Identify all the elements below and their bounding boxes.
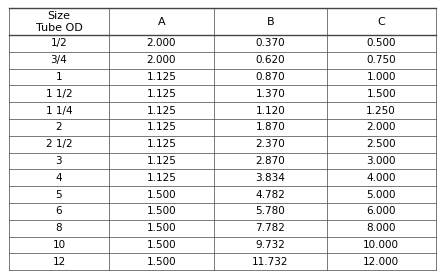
Text: 2.000: 2.000 — [147, 55, 176, 65]
Text: 1.125: 1.125 — [147, 139, 176, 149]
Text: 1.500: 1.500 — [147, 206, 176, 216]
Text: 4.782: 4.782 — [255, 190, 285, 200]
Text: 2.500: 2.500 — [367, 139, 396, 149]
Text: 1.500: 1.500 — [367, 89, 396, 99]
Text: 2.370: 2.370 — [255, 139, 285, 149]
Text: 1/2: 1/2 — [51, 38, 67, 49]
Text: 4: 4 — [55, 173, 62, 183]
Text: 11.732: 11.732 — [252, 257, 289, 267]
Text: 1.125: 1.125 — [147, 106, 176, 116]
Text: Tube OD: Tube OD — [36, 23, 82, 32]
Text: 1.500: 1.500 — [147, 190, 176, 200]
Text: 0.750: 0.750 — [367, 55, 396, 65]
Text: 5.000: 5.000 — [367, 190, 396, 200]
Text: 1.870: 1.870 — [255, 123, 285, 132]
Text: 4.000: 4.000 — [367, 173, 396, 183]
Text: 1.125: 1.125 — [147, 156, 176, 166]
Text: 3: 3 — [55, 156, 62, 166]
Text: 1.125: 1.125 — [147, 89, 176, 99]
Text: 2 1/2: 2 1/2 — [46, 139, 72, 149]
Text: 2: 2 — [55, 123, 62, 132]
Text: 1 1/2: 1 1/2 — [46, 89, 72, 99]
Text: 2.000: 2.000 — [367, 123, 396, 132]
Text: 5.780: 5.780 — [255, 206, 285, 216]
Text: 10: 10 — [52, 240, 66, 250]
Text: 1.000: 1.000 — [367, 72, 396, 82]
Text: 9.732: 9.732 — [255, 240, 285, 250]
Text: 12: 12 — [52, 257, 66, 267]
Text: 0.500: 0.500 — [367, 38, 396, 49]
Text: 3.834: 3.834 — [255, 173, 285, 183]
Text: B: B — [266, 17, 274, 27]
Text: A: A — [158, 17, 165, 27]
Text: 1: 1 — [55, 72, 62, 82]
Text: 2.000: 2.000 — [147, 38, 176, 49]
Text: 8: 8 — [55, 223, 62, 233]
Text: 6.000: 6.000 — [367, 206, 396, 216]
Text: 1.500: 1.500 — [147, 257, 176, 267]
Text: Size: Size — [48, 11, 70, 21]
Text: C: C — [378, 17, 385, 27]
Text: 1.120: 1.120 — [255, 106, 285, 116]
Text: 3.000: 3.000 — [367, 156, 396, 166]
Text: 1.125: 1.125 — [147, 72, 176, 82]
Text: 0.870: 0.870 — [255, 72, 285, 82]
Text: 6: 6 — [55, 206, 62, 216]
Text: 1 1/4: 1 1/4 — [46, 106, 72, 116]
Text: 1.125: 1.125 — [147, 173, 176, 183]
Text: 1.250: 1.250 — [367, 106, 396, 116]
Text: 3/4: 3/4 — [51, 55, 67, 65]
Text: 0.620: 0.620 — [255, 55, 285, 65]
Text: 5: 5 — [55, 190, 62, 200]
Text: 7.782: 7.782 — [255, 223, 285, 233]
Text: 1.125: 1.125 — [147, 123, 176, 132]
Text: 1.500: 1.500 — [147, 223, 176, 233]
Text: 2.870: 2.870 — [255, 156, 285, 166]
Text: 0.370: 0.370 — [255, 38, 285, 49]
Text: 1.370: 1.370 — [255, 89, 285, 99]
Text: 10.000: 10.000 — [363, 240, 399, 250]
Text: 1.500: 1.500 — [147, 240, 176, 250]
Text: 12.000: 12.000 — [363, 257, 399, 267]
Text: 8.000: 8.000 — [367, 223, 396, 233]
